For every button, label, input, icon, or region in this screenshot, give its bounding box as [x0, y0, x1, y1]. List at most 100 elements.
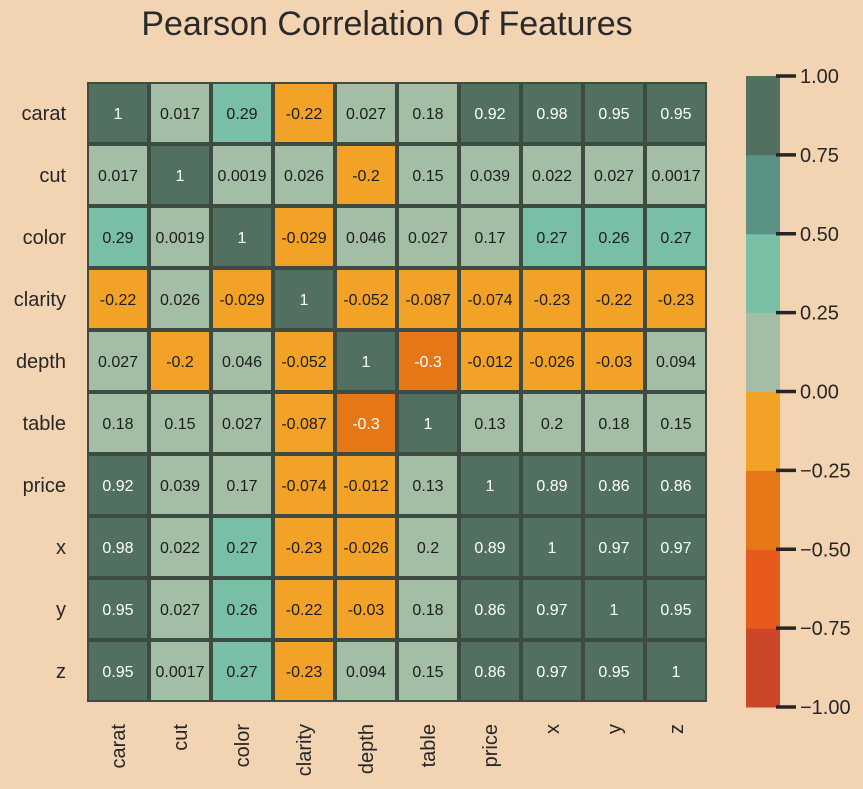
cell-value-label: -0.052	[281, 354, 326, 371]
cell-value-label: -0.087	[281, 416, 326, 433]
heatmap-cell	[89, 580, 147, 638]
heatmap-cell	[213, 208, 271, 266]
y-axis-labels: carat cut color clarity depth table price x y z	[14, 103, 67, 683]
colorbar-tick-label: −0.75	[800, 618, 851, 640]
x-tick-label: y	[604, 724, 626, 734]
heatmap-cell	[461, 456, 519, 514]
colorbar: −1.00 −0.75 −0.50 −0.25 0.00 0.25 0.50 0.75 1.00	[746, 66, 851, 719]
heatmap-cell	[523, 270, 581, 328]
colorbar-segment	[746, 549, 780, 629]
heatmap-cell	[399, 580, 457, 638]
y-tick-label: depth	[16, 351, 66, 373]
heatmap-cell	[151, 208, 209, 266]
heatmap-cell	[647, 394, 705, 452]
colorbar-tick-label: −0.50	[800, 539, 851, 561]
cell-value-label: -0.074	[467, 292, 512, 309]
heatmap-cell	[337, 580, 395, 638]
colorbar-tick-label: 0.50	[800, 224, 839, 246]
cell-value-label: 0.95	[598, 106, 629, 123]
cell-value-label: 1	[114, 106, 123, 123]
cell-value-label: -0.029	[219, 292, 264, 309]
heatmap-cell	[523, 84, 581, 142]
cell-value-label: 1	[300, 292, 309, 309]
y-tick-label: clarity	[14, 289, 66, 311]
cell-value-label: -0.012	[343, 478, 388, 495]
heatmap-cell	[585, 146, 643, 204]
heatmap-cell	[585, 208, 643, 266]
x-tick-label: x	[542, 724, 564, 734]
cell-value-label: 0.094	[656, 354, 696, 371]
x-tick-label: z	[666, 724, 688, 734]
x-tick-label: table	[418, 724, 440, 767]
heatmap-cell	[337, 456, 395, 514]
cell-value-label: 0.017	[98, 168, 138, 185]
heatmap-cell	[585, 270, 643, 328]
heatmap-cell	[523, 518, 581, 576]
cell-value-label: 0.92	[474, 106, 505, 123]
heatmap-cell	[461, 208, 519, 266]
heatmap-cell	[523, 394, 581, 452]
cell-value-label: 0.15	[412, 168, 443, 185]
heatmap-cell	[213, 332, 271, 390]
cell-value-label: 0.18	[412, 106, 443, 123]
heatmap-cell	[461, 642, 519, 700]
cell-value-label: -0.22	[286, 106, 323, 123]
cell-value-label: 0.27	[226, 664, 257, 681]
heatmap-cell	[151, 580, 209, 638]
heatmap-cell	[275, 84, 333, 142]
cell-value-label: -0.087	[405, 292, 450, 309]
cell-value-label: 0.017	[160, 106, 200, 123]
heatmap-cell	[461, 580, 519, 638]
heatmap-cell	[337, 84, 395, 142]
heatmap-cell	[399, 270, 457, 328]
cell-value-label: 0.92	[102, 478, 133, 495]
heatmap-cell	[647, 332, 705, 390]
heatmap-cell	[461, 518, 519, 576]
cell-value-label: 0.027	[98, 354, 138, 371]
cell-value-label: 0.094	[346, 664, 386, 681]
colorbar-segment	[746, 312, 780, 392]
heatmap-cell	[275, 518, 333, 576]
heatmap-cell	[647, 518, 705, 576]
heatmap-cell	[647, 146, 705, 204]
cell-value-label: -0.23	[658, 292, 695, 309]
cell-value-label: 0.95	[102, 664, 133, 681]
heatmap-cell	[523, 332, 581, 390]
heatmap-cell	[151, 456, 209, 514]
heatmap-cell	[275, 270, 333, 328]
heatmap-cell	[275, 146, 333, 204]
cell-value-label: 0.15	[660, 416, 691, 433]
cell-value-label: 0.2	[417, 540, 439, 557]
cell-value-label: 0.13	[412, 478, 443, 495]
heatmap-cell	[399, 84, 457, 142]
heatmap-cell	[337, 332, 395, 390]
heatmap-cell	[523, 146, 581, 204]
cell-value-label: 1	[610, 602, 619, 619]
cell-value-label: 0.13	[474, 416, 505, 433]
heatmap-cell	[461, 146, 519, 204]
heatmap-cell	[89, 84, 147, 142]
cell-value-label: -0.029	[281, 230, 326, 247]
heatmap-cell	[647, 456, 705, 514]
heatmap-cell	[275, 580, 333, 638]
heatmap-cell	[89, 208, 147, 266]
heatmap-cell	[337, 394, 395, 452]
cell-value-label: 0.026	[284, 168, 324, 185]
colorbar-segment	[746, 76, 780, 156]
cell-value-label: -0.23	[534, 292, 571, 309]
x-tick-label: price	[480, 724, 502, 767]
cell-value-label: 0.97	[598, 540, 629, 557]
cell-value-label: 0.0017	[156, 664, 205, 681]
heatmap-cell	[89, 270, 147, 328]
cell-value-label: 0.18	[598, 416, 629, 433]
cell-value-label: 0.27	[536, 230, 567, 247]
heatmap-cell	[523, 208, 581, 266]
heatmap-cell	[337, 518, 395, 576]
cell-value-label: 0.17	[474, 230, 505, 247]
heatmap-cell	[337, 146, 395, 204]
cell-value-label: -0.012	[467, 354, 512, 371]
heatmap-cell	[275, 394, 333, 452]
cell-value-label: 0.97	[536, 664, 567, 681]
cell-value-label: -0.074	[281, 478, 326, 495]
